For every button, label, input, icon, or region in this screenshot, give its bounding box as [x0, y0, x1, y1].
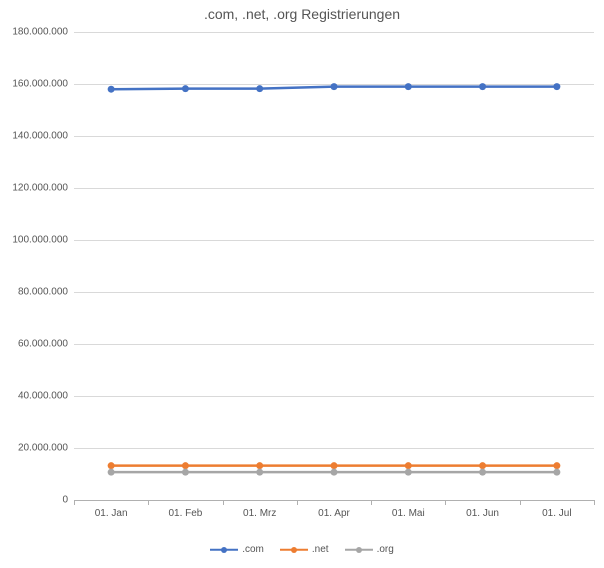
chart-container: .com, .net, .org Registrierungen 020.000… — [0, 0, 604, 568]
series-marker — [108, 469, 115, 476]
legend-item: .net — [280, 544, 329, 555]
x-tick-label: 01. Jan — [95, 508, 128, 519]
series-marker — [405, 469, 412, 476]
legend-label: .org — [377, 544, 394, 555]
y-tick-label: 40.000.000 — [18, 391, 74, 402]
x-tick-label: 01. Mai — [392, 508, 425, 519]
series-marker — [553, 462, 560, 469]
x-tick-label: 01. Jun — [466, 508, 499, 519]
series-marker — [479, 462, 486, 469]
y-tick-label: 120.000.000 — [12, 183, 74, 194]
series-marker — [405, 462, 412, 469]
x-tick — [223, 500, 224, 505]
legend-item: .com — [210, 544, 264, 555]
legend-item: .org — [345, 544, 394, 555]
series-marker — [479, 83, 486, 90]
series-marker — [479, 469, 486, 476]
series-marker — [553, 83, 560, 90]
x-tick-label: 01. Feb — [168, 508, 202, 519]
series-marker — [256, 462, 263, 469]
series-marker — [553, 469, 560, 476]
series-marker — [256, 85, 263, 92]
y-tick-label: 20.000.000 — [18, 443, 74, 454]
series-marker — [108, 462, 115, 469]
legend-label: .net — [312, 544, 329, 555]
series-marker — [182, 469, 189, 476]
x-tick — [520, 500, 521, 505]
series-layer — [74, 32, 594, 500]
x-tick — [297, 500, 298, 505]
legend-swatch — [210, 545, 238, 555]
x-tick-label: 01. Jul — [542, 508, 571, 519]
legend-swatch — [280, 545, 308, 555]
plot-area: 020.000.00040.000.00060.000.00080.000.00… — [74, 32, 594, 500]
series-marker — [256, 469, 263, 476]
x-tick — [74, 500, 75, 505]
y-tick-label: 60.000.000 — [18, 339, 74, 350]
series-marker — [331, 469, 338, 476]
legend-label: .com — [242, 544, 264, 555]
x-tick-label: 01. Apr — [318, 508, 350, 519]
series-marker — [182, 462, 189, 469]
legend-swatch — [345, 545, 373, 555]
x-tick — [371, 500, 372, 505]
y-tick-label: 180.000.000 — [12, 27, 74, 38]
x-tick — [445, 500, 446, 505]
series-marker — [108, 86, 115, 93]
x-tick — [594, 500, 595, 505]
x-axis-line — [74, 500, 594, 501]
y-tick-label: 140.000.000 — [12, 131, 74, 142]
y-tick-label: 80.000.000 — [18, 287, 74, 298]
y-tick-label: 160.000.000 — [12, 79, 74, 90]
x-tick-label: 01. Mrz — [243, 508, 276, 519]
x-tick — [148, 500, 149, 505]
series-marker — [331, 462, 338, 469]
chart-title: .com, .net, .org Registrierungen — [0, 6, 604, 22]
series-marker — [331, 83, 338, 90]
series-marker — [405, 83, 412, 90]
y-tick-label: 100.000.000 — [12, 235, 74, 246]
series-marker — [182, 85, 189, 92]
legend: .com .net .org — [0, 544, 604, 555]
y-tick-label: 0 — [62, 495, 74, 506]
